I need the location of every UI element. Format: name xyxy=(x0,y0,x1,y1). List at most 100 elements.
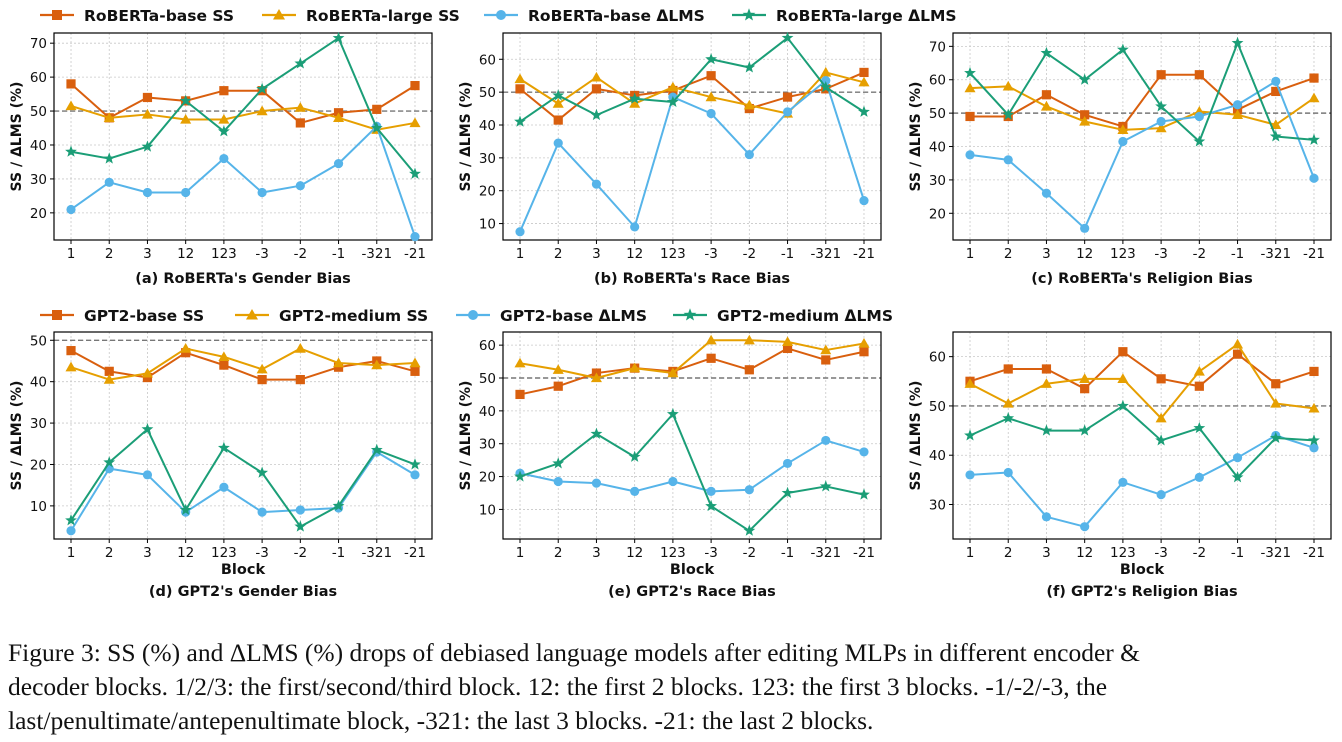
data-point xyxy=(295,118,305,128)
series-line xyxy=(70,347,416,381)
data-point xyxy=(706,71,716,81)
legend-entry-gpt2-medium-lms: GPT2-medium ΔLMS xyxy=(673,307,893,325)
y-tick-label: 10 xyxy=(479,217,496,233)
series-line xyxy=(969,350,1315,390)
data-point xyxy=(66,346,76,356)
data-point xyxy=(180,114,192,124)
series-line xyxy=(519,71,865,115)
y-tick-label: 20 xyxy=(479,184,496,200)
data-point xyxy=(782,343,793,354)
legend-2: GPT2-base SS GPT2-medium SS GPT2-base ΔLMS… xyxy=(40,307,893,325)
data-point xyxy=(1118,477,1128,487)
legend-entry-roberta-large-lms: RoBERTa-large ΔLMS xyxy=(732,7,957,25)
y-tick-label: 30 xyxy=(30,172,47,188)
y-tick-label: 50 xyxy=(929,106,946,122)
data-point xyxy=(1156,116,1166,127)
data-point xyxy=(142,187,153,198)
data-point xyxy=(1040,424,1053,436)
series-roberta-large-ss xyxy=(65,100,421,134)
y-tick-label: 50 xyxy=(30,104,47,120)
data-point xyxy=(294,102,306,112)
series-line xyxy=(70,428,416,528)
y-tick-label: 30 xyxy=(30,416,47,432)
legend-marker-square xyxy=(52,10,62,20)
y-axis-label: SS / ΔLMS (%) xyxy=(908,82,924,192)
data-point xyxy=(1117,124,1129,134)
series-gpt2-medium-ss xyxy=(964,338,1320,423)
data-point xyxy=(1155,412,1167,423)
data-point xyxy=(1271,86,1281,97)
data-point xyxy=(294,57,307,69)
data-point xyxy=(1156,70,1166,80)
series-roberta-base-lms xyxy=(66,121,420,242)
y-tick-label: 30 xyxy=(479,151,496,167)
y-tick-label: 30 xyxy=(479,437,496,453)
data-point xyxy=(1309,443,1319,453)
data-point xyxy=(743,524,756,536)
series-roberta-large-lms xyxy=(514,31,870,127)
data-point xyxy=(705,53,718,65)
series-gpt2-base-ss xyxy=(965,347,1319,394)
data-point xyxy=(858,488,870,500)
data-point xyxy=(66,204,76,215)
y-tick-label: 40 xyxy=(479,404,496,420)
series-line xyxy=(519,347,865,396)
data-point xyxy=(705,91,717,102)
legend-label: RoBERTa-large SS xyxy=(306,7,460,25)
data-point xyxy=(1270,397,1282,408)
x-axis-ticks: 1 2 3 12 123 -3 -2 -1 -321 -21 xyxy=(67,539,426,561)
legend-label: RoBERTa-base SS xyxy=(84,7,234,25)
x-tick-label: 1 xyxy=(67,246,76,262)
data-point xyxy=(1156,490,1166,500)
data-point xyxy=(858,76,870,87)
data-point xyxy=(219,482,229,492)
x-tick-label: -3 xyxy=(255,545,268,561)
data-point xyxy=(964,82,976,93)
data-point xyxy=(1156,374,1166,384)
y-axis-ticks: 10 20 30 40 50 60 xyxy=(479,52,503,233)
data-point xyxy=(1041,512,1052,522)
data-point xyxy=(965,470,975,480)
y-axis-ticks: 20 30 40 50 60 70 xyxy=(929,39,953,222)
data-point xyxy=(1308,133,1320,145)
legend-label: GPT2-base SS xyxy=(84,307,204,325)
data-point xyxy=(706,486,716,496)
x-tick-label: 2 xyxy=(1004,246,1013,262)
x-tick-label: -21 xyxy=(853,246,875,262)
data-point xyxy=(781,31,794,43)
data-point xyxy=(1308,402,1320,413)
x-axis-ticks: 1 2 3 12 123 -3 -2 -1 -321 -21 xyxy=(966,240,1325,262)
data-point xyxy=(515,84,525,94)
y-axis-label: SS / ΔLMS (%) xyxy=(9,381,25,491)
data-point xyxy=(1080,384,1090,394)
legend-marker-triangle xyxy=(246,309,258,320)
data-point xyxy=(590,108,603,121)
data-point xyxy=(66,526,76,536)
data-point xyxy=(218,351,230,361)
data-point xyxy=(744,365,754,375)
x-axis-ticks: 1 2 3 12 123 -3 -2 -1 -321 -21 xyxy=(966,539,1325,561)
data-point xyxy=(219,86,229,96)
data-point xyxy=(372,104,382,114)
x-tick-label: -1 xyxy=(332,246,345,262)
data-point xyxy=(1270,119,1282,129)
x-tick-label: -2 xyxy=(294,545,307,561)
data-point xyxy=(782,458,793,469)
data-point xyxy=(1041,188,1052,198)
data-point xyxy=(859,447,869,457)
data-point xyxy=(667,367,679,378)
legend-marker-star xyxy=(742,8,756,21)
legend-label: GPT2-medium SS xyxy=(279,307,428,325)
x-tick-label: 12 xyxy=(177,545,194,561)
data-point xyxy=(1078,73,1091,85)
x-tick-label: -21 xyxy=(404,246,426,262)
data-point xyxy=(179,503,192,516)
x-tick-label: 123 xyxy=(1110,545,1136,561)
data-point xyxy=(782,107,793,117)
data-point xyxy=(1232,338,1244,349)
x-tick-label: -2 xyxy=(743,545,756,561)
data-point xyxy=(552,89,565,101)
data-point xyxy=(705,334,717,345)
data-point xyxy=(370,443,383,456)
data-point xyxy=(743,61,756,73)
